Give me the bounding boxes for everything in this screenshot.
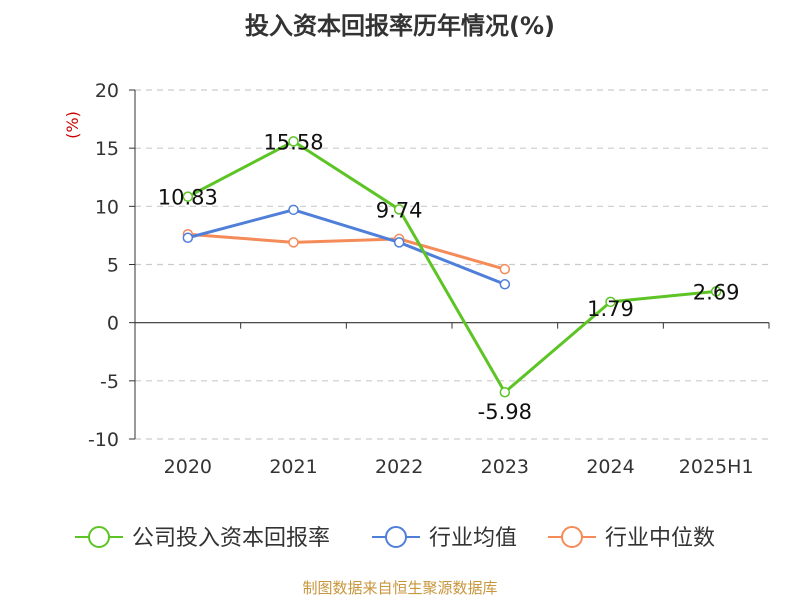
series-line <box>187 139 717 394</box>
y-tick-label: -10 <box>88 429 119 451</box>
y-axis-unit-label: (%) <box>63 111 82 139</box>
legend[interactable]: 公司投入资本回报率 行业均值 行业中位数 <box>75 526 715 551</box>
y-tick-label: 20 <box>95 80 119 102</box>
grid-lines <box>135 89 769 440</box>
data-label: 15.58 <box>263 130 323 154</box>
data-point <box>182 232 194 243</box>
data-label: 2.69 <box>693 280 740 304</box>
source-note: 制图数据来自恒生聚源数据库 <box>302 579 497 597</box>
data-point <box>393 204 405 215</box>
series-line <box>187 208 506 286</box>
data-labels: 10.83 15.58 9.74 -5.98 1.79 2.69 <box>158 130 740 424</box>
x-tick-label: 2023 <box>481 456 529 478</box>
data-point <box>499 386 511 398</box>
data-point <box>182 191 194 202</box>
x-tick-label: 2020 <box>164 456 212 478</box>
y-tick-label: 5 <box>107 255 119 277</box>
chart-title: 投入资本回报率历年情况(%) <box>245 12 555 40</box>
data-label: 1.79 <box>587 297 634 321</box>
y-tick-label: 0 <box>107 313 119 335</box>
legend-item[interactable]: 公司投入资本回报率 <box>75 526 330 551</box>
legend-marker <box>385 526 407 548</box>
legend-label: 行业均值 <box>429 526 517 551</box>
legend-marker <box>561 526 583 548</box>
series-lines <box>182 136 722 398</box>
axes: 20 15 10 5 0 -5 -10 2020 2021 2022 2023 2024 2025H1 <box>88 80 770 478</box>
x-tick-label: 2022 <box>375 456 423 478</box>
data-label: 9.74 <box>376 198 423 222</box>
legend-marker <box>88 526 110 548</box>
data-label: 10.83 <box>158 186 218 210</box>
data-point <box>288 204 299 216</box>
data-point <box>710 286 722 297</box>
x-tick-label: 2024 <box>586 456 634 478</box>
data-point <box>288 136 299 147</box>
y-tick-label: -5 <box>100 371 119 393</box>
legend-label: 行业中位数 <box>605 526 715 551</box>
x-tick-label: 2021 <box>269 456 317 478</box>
y-tick-label: 10 <box>95 196 119 218</box>
data-point <box>393 237 405 248</box>
x-tick-label: 2025H1 <box>679 456 754 478</box>
series-line <box>187 232 506 271</box>
data-point <box>499 279 511 290</box>
y-tick-label: 15 <box>95 138 119 160</box>
data-point <box>605 296 616 308</box>
legend-item[interactable]: 行业均值 <box>372 526 517 551</box>
data-label: -5.98 <box>478 400 532 424</box>
data-point <box>288 237 299 248</box>
legend-label: 公司投入资本回报率 <box>132 526 330 551</box>
legend-item[interactable]: 行业中位数 <box>548 526 715 551</box>
data-point <box>499 263 511 275</box>
